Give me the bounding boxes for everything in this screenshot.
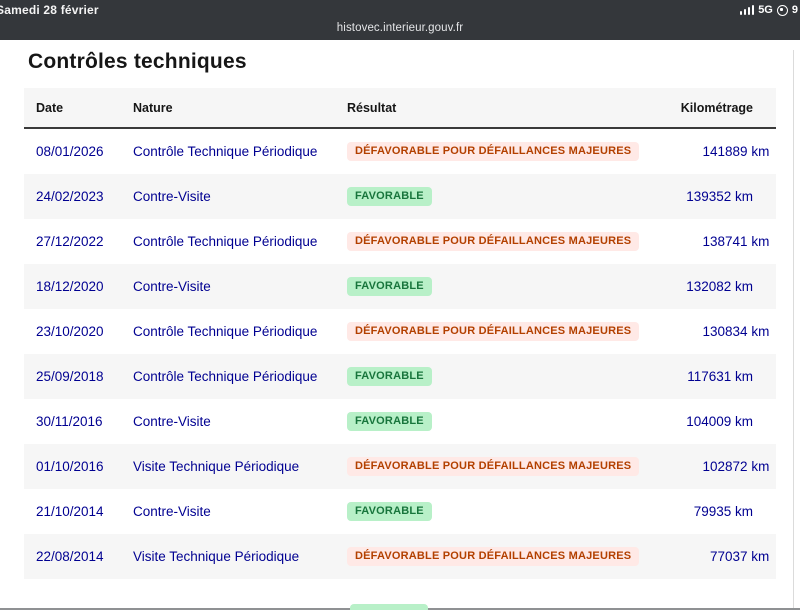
result-badge: DÉFAVORABLE POUR DÉFAILLANCES MAJEURES bbox=[347, 547, 640, 566]
battery-percent-label: 9 bbox=[791, 4, 798, 16]
cell-resultat: DÉFAVORABLE POUR DÉFAILLANCES MAJEURES bbox=[347, 322, 640, 341]
rotation-lock-icon bbox=[776, 4, 788, 16]
result-badge: FAVORABLE bbox=[347, 187, 432, 206]
header-date: Date bbox=[36, 100, 64, 115]
cell-date: 27/12/2022 bbox=[36, 234, 104, 249]
page-content: Contrôles techniques Date Nature Résulta… bbox=[0, 50, 800, 610]
cell-kilometrage: 102872 km bbox=[702, 459, 770, 474]
cell-nature: Contrôle Technique Périodique bbox=[133, 234, 318, 249]
cell-nature: Contrôle Technique Périodique bbox=[133, 144, 318, 159]
cell-kilometrage: 117631 km bbox=[687, 369, 753, 384]
result-badge: DÉFAVORABLE POUR DÉFAILLANCES MAJEURES bbox=[347, 457, 640, 476]
cell-kilometrage: 79935 km bbox=[693, 504, 753, 519]
result-badge: FAVORABLE bbox=[347, 367, 432, 386]
cell-kilometrage: 130834 km bbox=[702, 324, 770, 339]
browser-status-bar: Samedi 28 février histovec.interieur.gou… bbox=[0, 0, 800, 40]
cell-date: 21/10/2014 bbox=[36, 504, 104, 519]
table-row: 24/02/2023 Contre-Visite FAVORABLE 13935… bbox=[24, 174, 776, 219]
cell-date: 30/11/2016 bbox=[36, 414, 103, 429]
cell-date: 24/02/2023 bbox=[36, 189, 104, 204]
table-row: 30/11/2016 Contre-Visite FAVORABLE 10400… bbox=[24, 399, 776, 444]
cell-nature: Visite Technique Périodique bbox=[133, 549, 300, 564]
cell-nature: Contre-Visite bbox=[133, 504, 211, 519]
table-row: 18/12/2020 Contre-Visite FAVORABLE 13208… bbox=[24, 264, 776, 309]
cell-date: 23/10/2020 bbox=[36, 324, 104, 339]
cell-kilometrage: 77037 km bbox=[710, 549, 770, 564]
cell-resultat: DÉFAVORABLE POUR DÉFAILLANCES MAJEURES bbox=[347, 142, 640, 161]
cell-nature: Contrôle Technique Périodique bbox=[133, 369, 318, 384]
page-title: Contrôles techniques bbox=[28, 50, 247, 73]
table-body: 08/01/2026 Contrôle Technique Périodique… bbox=[24, 129, 776, 579]
controles-techniques-table: Date Nature Résultat Kilométrage 08/01/2… bbox=[24, 88, 776, 579]
table-row: 23/10/2020 Contrôle Technique Périodique… bbox=[24, 309, 776, 354]
cell-kilometrage: 139352 km bbox=[686, 189, 753, 204]
cell-resultat: FAVORABLE bbox=[347, 412, 623, 431]
cell-kilometrage: 104009 km bbox=[686, 414, 753, 429]
status-date: Samedi 28 février bbox=[0, 3, 99, 17]
cell-resultat: DÉFAVORABLE POUR DÉFAILLANCES MAJEURES bbox=[347, 232, 640, 251]
table-row: 08/01/2026 Contrôle Technique Périodique… bbox=[24, 129, 776, 174]
cell-nature: Contre-Visite bbox=[133, 414, 211, 429]
cell-resultat: DÉFAVORABLE POUR DÉFAILLANCES MAJEURES bbox=[347, 547, 640, 566]
table-row: 01/10/2016 Visite Technique Périodique D… bbox=[24, 444, 776, 489]
status-indicators: 5G 9 bbox=[739, 4, 798, 16]
cell-nature: Contrôle Technique Périodique bbox=[133, 324, 318, 339]
cell-date: 22/08/2014 bbox=[36, 549, 104, 564]
result-badge: FAVORABLE bbox=[347, 412, 432, 431]
cell-nature: Contre-Visite bbox=[133, 279, 211, 294]
cell-resultat: FAVORABLE bbox=[347, 277, 623, 296]
url-bar[interactable]: histovec.interieur.gouv.fr bbox=[336, 22, 464, 34]
result-badge: DÉFAVORABLE POUR DÉFAILLANCES MAJEURES bbox=[347, 232, 640, 251]
cell-kilometrage: 138741 km bbox=[702, 234, 770, 249]
cell-resultat: FAVORABLE bbox=[347, 367, 623, 386]
cell-date: 08/01/2026 bbox=[36, 144, 104, 159]
network-type-label: 5G bbox=[758, 4, 773, 16]
header-nature: Nature bbox=[133, 100, 173, 115]
cell-nature: Contre-Visite bbox=[133, 189, 211, 204]
result-badge: DÉFAVORABLE POUR DÉFAILLANCES MAJEURES bbox=[347, 322, 640, 341]
cell-date: 25/09/2018 bbox=[36, 369, 104, 384]
cell-date: 18/12/2020 bbox=[36, 279, 104, 294]
table-header-row: Date Nature Résultat Kilométrage bbox=[24, 88, 776, 129]
partial-favorable-badge-peek bbox=[350, 604, 428, 610]
result-badge: FAVORABLE bbox=[347, 502, 432, 521]
table-row: 22/08/2014 Visite Technique Périodique D… bbox=[24, 534, 776, 579]
table-row: 21/10/2014 Contre-Visite FAVORABLE 79935… bbox=[24, 489, 776, 534]
cell-kilometrage: 141889 km bbox=[702, 144, 770, 159]
cell-kilometrage: 132082 km bbox=[686, 279, 753, 294]
cell-date: 01/10/2016 bbox=[36, 459, 104, 474]
cell-nature: Visite Technique Périodique bbox=[133, 459, 300, 474]
signal-bars-icon bbox=[739, 5, 755, 15]
cell-resultat: DÉFAVORABLE POUR DÉFAILLANCES MAJEURES bbox=[347, 457, 640, 476]
header-resultat: Résultat bbox=[347, 100, 397, 115]
header-kilometrage: Kilométrage bbox=[680, 100, 753, 115]
result-badge: FAVORABLE bbox=[347, 277, 432, 296]
scrollbar-track-line[interactable] bbox=[793, 50, 794, 610]
table-row: 25/09/2018 Contrôle Technique Périodique… bbox=[24, 354, 776, 399]
table-row: 27/12/2022 Contrôle Technique Périodique… bbox=[24, 219, 776, 264]
cell-resultat: FAVORABLE bbox=[347, 187, 623, 206]
cell-resultat: FAVORABLE bbox=[347, 502, 623, 521]
result-badge: DÉFAVORABLE POUR DÉFAILLANCES MAJEURES bbox=[347, 142, 640, 161]
